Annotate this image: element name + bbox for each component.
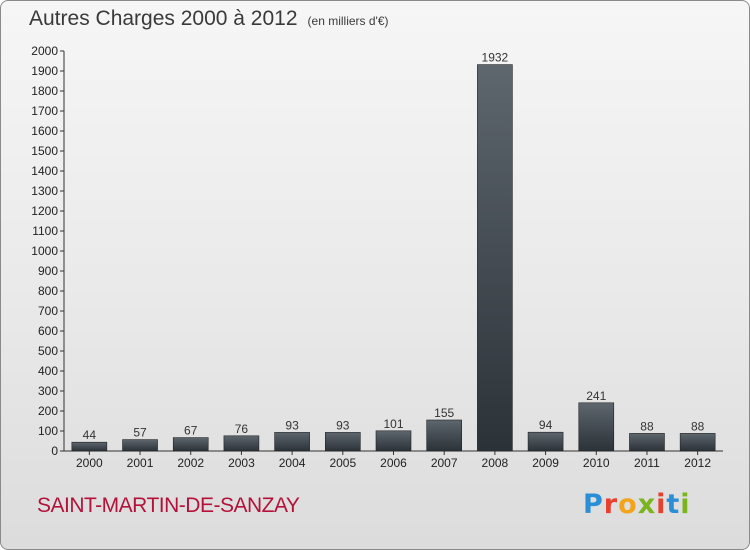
y-tick-label: 1900 xyxy=(31,64,58,78)
data-label: 88 xyxy=(640,419,654,433)
bar xyxy=(477,64,513,452)
y-tick-label: 0 xyxy=(51,444,58,458)
x-tick-label: 2003 xyxy=(228,456,255,470)
bar xyxy=(426,419,462,452)
y-tick-label: 1400 xyxy=(31,164,58,178)
bars xyxy=(71,64,716,452)
y-tick-label: 1600 xyxy=(31,124,58,138)
y-tick-label: 1800 xyxy=(31,84,58,98)
y-tick-label: 1200 xyxy=(31,204,58,218)
data-label: 76 xyxy=(235,422,249,436)
y-tick-label: 100 xyxy=(38,424,58,438)
x-tick-label: 2011 xyxy=(634,456,660,470)
bar xyxy=(578,402,615,452)
y-tick-label: 600 xyxy=(38,324,58,338)
data-label: 93 xyxy=(336,418,350,432)
data-label: 44 xyxy=(83,428,97,442)
title-text: Autres Charges 2000 à 2012 xyxy=(29,7,298,30)
bar xyxy=(527,431,564,452)
y-tick-label: 800 xyxy=(38,284,58,298)
bar xyxy=(122,439,158,452)
data-label: 155 xyxy=(434,406,454,420)
x-tick-label: 2010 xyxy=(583,456,610,470)
data-label: 241 xyxy=(586,389,606,403)
chart-subtitle: (en milliers d'€) xyxy=(307,14,389,28)
bar xyxy=(375,430,412,452)
y-tick-label: 300 xyxy=(38,384,58,398)
x-tick-label: 2009 xyxy=(532,456,559,470)
y-tick-label: 500 xyxy=(38,344,58,358)
x-tick-label: 2005 xyxy=(329,456,356,470)
x-tick-label: 2008 xyxy=(482,456,509,470)
bar xyxy=(172,437,209,452)
x-tick-label: 2000 xyxy=(76,456,103,470)
data-label: 57 xyxy=(133,426,147,440)
y-tick-label: 400 xyxy=(38,364,58,378)
bar xyxy=(629,433,665,452)
x-tick-label: 2012 xyxy=(684,456,711,470)
x-tick-label: 2006 xyxy=(380,456,407,470)
data-label: 67 xyxy=(184,424,198,438)
bar xyxy=(679,433,716,452)
x-tick-label: 2001 xyxy=(127,456,154,470)
y-tick-label: 200 xyxy=(38,404,58,418)
x-tick-label: 2002 xyxy=(177,456,204,470)
y-tick-label: 1500 xyxy=(31,144,58,158)
y-tick-label: 2000 xyxy=(31,44,58,58)
y-tick-label: 700 xyxy=(38,304,58,318)
labels: 44 57 67 76 93 93 101 155 1932 94 241 88 88 xyxy=(83,51,705,443)
bar xyxy=(223,435,260,452)
data-label: 93 xyxy=(285,418,299,432)
y-tick-label: 1100 xyxy=(32,224,58,238)
x-tick-label: 2004 xyxy=(279,456,306,470)
commune-name: SAINT-MARTIN-DE-SANZAY xyxy=(37,494,300,517)
y-tick-label: 1000 xyxy=(31,244,58,258)
y-tick-label: 1700 xyxy=(31,104,58,118)
data-label: 101 xyxy=(383,417,403,431)
proxiti-logo: Proxiti xyxy=(583,489,691,520)
bar xyxy=(274,432,310,452)
bar xyxy=(325,432,361,452)
chart-title: Autres Charges 2000 à 2012 (en milliers d… xyxy=(29,7,389,31)
axes: 0 100 200 300 400 500 600 700 800 900 1000 1100 1200… xyxy=(31,44,723,470)
data-label: 88 xyxy=(691,419,705,433)
data-label: 1932 xyxy=(482,51,509,65)
data-label: 94 xyxy=(539,418,553,432)
y-tick-label: 900 xyxy=(38,264,58,278)
y-tick-label: 1300 xyxy=(31,184,58,198)
x-tick-label: 2007 xyxy=(431,456,458,470)
bar xyxy=(71,441,108,452)
